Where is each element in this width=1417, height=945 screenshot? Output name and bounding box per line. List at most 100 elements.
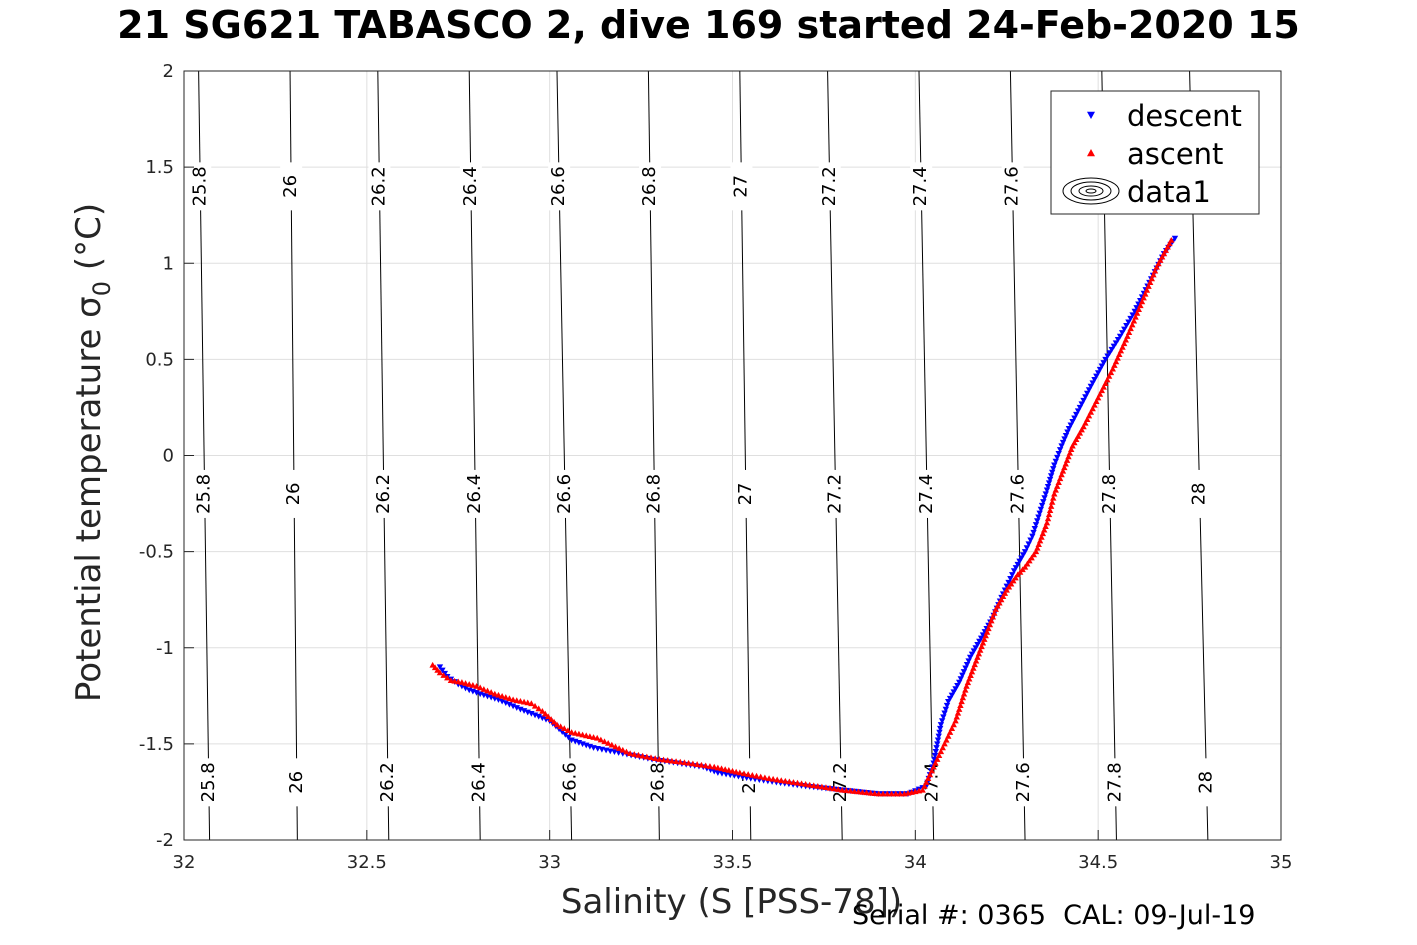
- ascent-point: [575, 730, 583, 737]
- ascent-point: [1036, 537, 1044, 544]
- x-tick-label: 34.5: [1078, 852, 1118, 873]
- legend-contour-icon: [1070, 181, 1112, 201]
- descent-point: [1171, 235, 1179, 242]
- ascent-point: [943, 736, 950, 743]
- y-label-text: Potential temperature σ: [69, 296, 109, 702]
- ascent-point: [989, 613, 997, 620]
- ascent-point: [970, 664, 977, 671]
- serial-cal-info: Serial #: 0365 CAL: 09-Jul-19: [852, 900, 1256, 931]
- contour-label: 27.8: [1099, 474, 1120, 514]
- contour-label-bg: [921, 758, 944, 807]
- ascent-point: [953, 713, 960, 720]
- descent-point: [1040, 499, 1047, 505]
- ascent-point: [871, 790, 878, 796]
- ascent-point: [1096, 391, 1104, 397]
- ascent-point: [982, 632, 989, 639]
- ascent-point: [520, 698, 528, 705]
- ascent-point: [484, 687, 491, 694]
- ascent-point: [1094, 394, 1102, 401]
- ascent-point: [826, 784, 834, 791]
- ascent-point: [495, 691, 502, 698]
- ascent-point: [487, 689, 495, 695]
- contour-label: 27.8: [1104, 762, 1125, 802]
- ascent-point: [1146, 279, 1154, 286]
- ascent-point: [444, 674, 451, 681]
- contour-label: 27.4: [922, 762, 943, 802]
- contour-label-bg: [197, 758, 220, 807]
- ascent-point: [975, 650, 983, 657]
- ascent-point: [1119, 343, 1126, 350]
- legend: descent ascent data1: [1050, 90, 1260, 215]
- ascent-point: [971, 661, 978, 668]
- ascent-point: [651, 755, 659, 761]
- descent-point: [1045, 480, 1053, 487]
- ascent-point: [983, 628, 991, 635]
- ascent-point: [1098, 387, 1106, 394]
- ascent-point: [822, 784, 830, 791]
- ascent-point: [1035, 541, 1042, 547]
- descent-point: [1035, 514, 1042, 521]
- ascent-point: [851, 788, 858, 794]
- contour-label: 28: [1195, 771, 1216, 794]
- ascent-point: [732, 768, 740, 775]
- legend-contour-icon: [1062, 177, 1120, 205]
- ascent-point: [954, 709, 962, 716]
- descent-point: [520, 708, 528, 714]
- descent-point: [506, 701, 513, 708]
- ascent-point: [950, 721, 957, 728]
- ascent-point: [1120, 340, 1128, 347]
- x-tick-label: 32.5: [347, 852, 387, 873]
- ascent-point: [1093, 398, 1100, 404]
- descent-point: [439, 667, 446, 674]
- contour-label: 27.2: [825, 474, 846, 514]
- ascent-point: [528, 700, 535, 707]
- descent-point: [1127, 315, 1134, 322]
- ascent-point: [1122, 336, 1129, 343]
- ascent-point: [1105, 372, 1113, 379]
- ascent-point: [619, 746, 626, 753]
- ascent-point: [1142, 290, 1149, 297]
- descent-point: [943, 702, 951, 709]
- ascent-point: [932, 759, 939, 766]
- ascent-point: [1003, 586, 1010, 593]
- contour-label: 26.2: [373, 474, 394, 514]
- y-label-unit: (°C): [69, 203, 109, 281]
- ascent-point: [769, 775, 777, 782]
- ascent-point: [458, 679, 466, 685]
- contour-label: 26.2: [368, 166, 389, 206]
- ascent-point: [814, 782, 822, 789]
- descent-point: [441, 670, 449, 677]
- ascent-point: [1067, 446, 1075, 453]
- ascent-point: [736, 769, 744, 776]
- ascent-point: [959, 694, 967, 701]
- ascent-point: [1056, 475, 1064, 482]
- ascent-point: [765, 775, 773, 782]
- descent-point: [1123, 323, 1130, 329]
- ascent-point: [1083, 416, 1091, 423]
- ascent-point: [888, 790, 895, 797]
- contour-label: 27: [730, 175, 751, 198]
- ascent-point: [1001, 590, 1009, 596]
- ascent-point: [1137, 302, 1144, 309]
- ascent-point: [963, 683, 970, 689]
- ascent-point: [1026, 557, 1033, 564]
- ascent-point: [958, 698, 965, 705]
- ascent-point: [806, 781, 813, 788]
- descent-point: [1129, 312, 1136, 319]
- contour-label: 27.6: [1002, 166, 1023, 206]
- ascent-point: [1052, 486, 1059, 493]
- descent-point: [1048, 469, 1056, 476]
- descent-point: [1047, 473, 1055, 480]
- ascent-point: [583, 732, 590, 739]
- ascent-point: [935, 752, 943, 758]
- ascent-point: [830, 785, 838, 792]
- ascent-point: [635, 751, 642, 758]
- ascent-point: [1045, 511, 1053, 518]
- descent-point: [937, 722, 945, 728]
- ascent-point: [773, 776, 781, 783]
- ascent-point: [1100, 383, 1107, 390]
- ascent-point: [1140, 294, 1147, 301]
- ascent-point: [1127, 325, 1134, 332]
- ascent-point: [839, 786, 846, 793]
